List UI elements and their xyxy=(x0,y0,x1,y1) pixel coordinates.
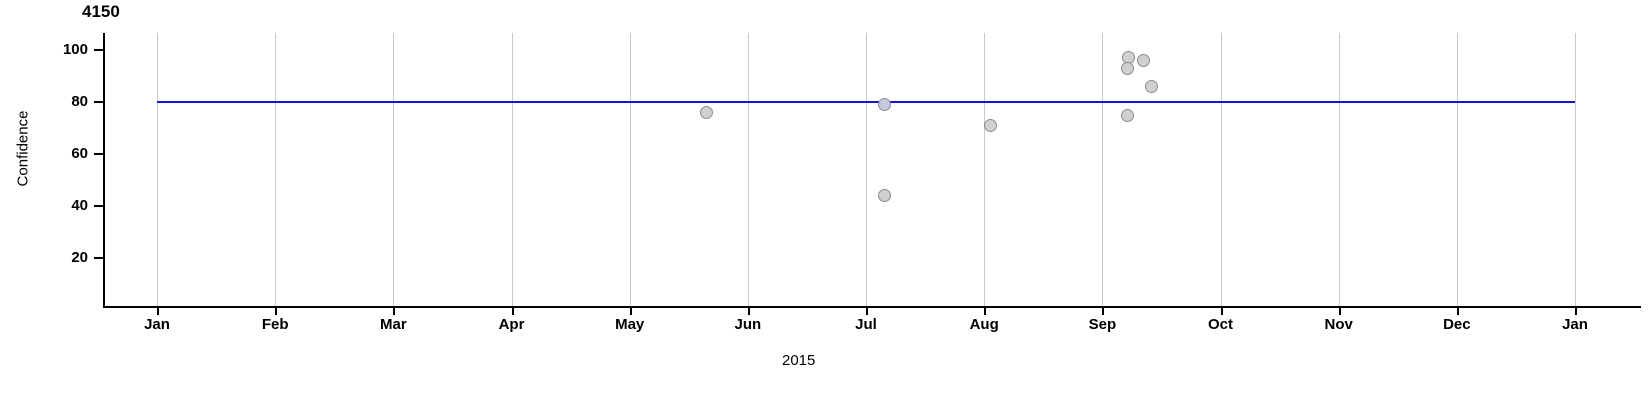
gridline-sep-8 xyxy=(1102,33,1104,306)
x-tick-4 xyxy=(629,306,632,315)
data-point[interactable] xyxy=(878,98,892,112)
x-tick-label-mar-2: Mar xyxy=(379,316,407,333)
gridline-jan-12 xyxy=(1575,33,1577,306)
x-tick-10 xyxy=(1338,306,1341,315)
gridline-oct-9 xyxy=(1220,33,1222,306)
chart-title: 4150 xyxy=(82,2,120,21)
x-tick-9 xyxy=(1220,306,1223,315)
x-tick-12 xyxy=(1575,306,1578,315)
confidence-threshold-line xyxy=(157,101,1576,103)
gridline-nov-10 xyxy=(1338,33,1340,306)
data-point[interactable] xyxy=(878,189,892,203)
x-tick-label-nov-10: Nov xyxy=(1324,316,1353,333)
x-tick-label-jul-6: Jul xyxy=(855,316,877,333)
x-axis-line xyxy=(103,306,1641,308)
y-tick-100 xyxy=(94,49,103,51)
x-tick-label-sep-8: Sep xyxy=(1088,316,1117,333)
x-tick-label-jan-12: Jan xyxy=(1562,316,1588,333)
x-tick-label-aug-7: Aug xyxy=(969,316,999,333)
data-point[interactable] xyxy=(983,118,997,132)
x-tick-11 xyxy=(1456,306,1459,315)
y-tick-label-20: 20 xyxy=(71,249,88,266)
x-tick-label-may-4: May xyxy=(615,316,645,333)
data-point[interactable] xyxy=(1120,61,1134,75)
gridline-feb-1 xyxy=(275,33,277,306)
y-tick-80 xyxy=(94,101,103,103)
x-tick-3 xyxy=(511,306,514,315)
gridline-aug-7 xyxy=(984,33,986,306)
x-tick-label-dec-11: Dec xyxy=(1443,316,1471,333)
y-tick-40 xyxy=(94,205,103,207)
y-tick-label-40: 40 xyxy=(71,197,88,214)
data-point[interactable] xyxy=(1120,108,1134,122)
y-tick-label-60: 60 xyxy=(71,145,88,162)
data-point[interactable] xyxy=(1137,53,1151,67)
gridline-apr-3 xyxy=(511,33,513,306)
gridline-may-4 xyxy=(629,33,631,306)
y-axis-line xyxy=(103,33,105,308)
gridline-jan-0 xyxy=(157,33,158,306)
x-tick-8 xyxy=(1102,306,1105,315)
x-tick-label-apr-3: Apr xyxy=(498,316,525,333)
gridline-dec-11 xyxy=(1456,33,1458,306)
data-point[interactable] xyxy=(699,105,713,119)
x-tick-label-oct-9: Oct xyxy=(1208,316,1234,333)
x-tick-7 xyxy=(984,306,987,315)
x-axis-title: 2015 xyxy=(782,352,816,369)
x-tick-0 xyxy=(157,306,159,315)
x-tick-label-feb-1: Feb xyxy=(261,316,289,333)
gridline-jun-5 xyxy=(747,33,749,306)
gridline-jul-6 xyxy=(866,33,868,306)
x-tick-label-jun-5: Jun xyxy=(734,316,762,333)
gridline-mar-2 xyxy=(393,33,395,306)
y-tick-label-100: 100 xyxy=(62,41,88,58)
x-tick-5 xyxy=(747,306,750,315)
y-tick-label-80: 80 xyxy=(71,93,88,110)
y-tick-60 xyxy=(94,153,103,155)
x-tick-1 xyxy=(275,306,278,315)
x-tick-6 xyxy=(866,306,869,315)
x-tick-label-jan-0: Jan xyxy=(144,316,170,333)
y-tick-20 xyxy=(94,257,103,259)
data-point[interactable] xyxy=(1145,79,1159,93)
x-tick-2 xyxy=(393,306,396,315)
